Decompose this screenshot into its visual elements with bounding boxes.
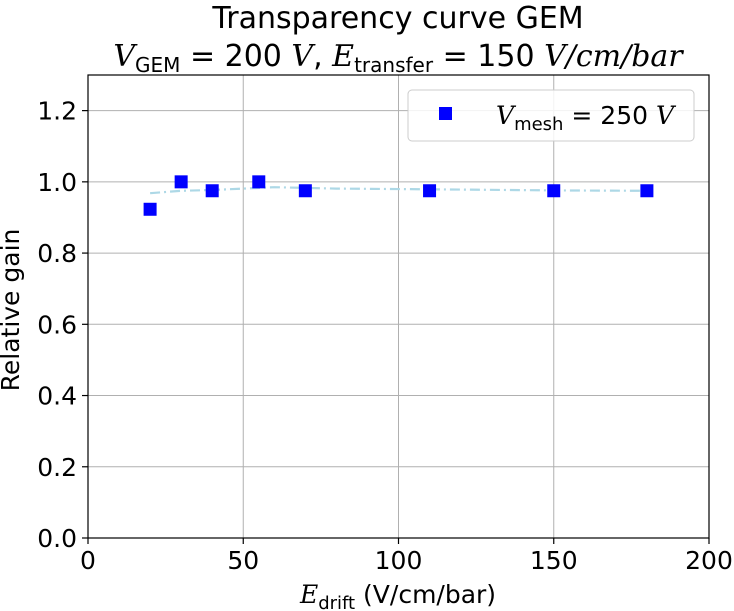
data-point-square	[252, 175, 266, 189]
title-v-unit: V	[291, 39, 316, 74]
title-e-symbol: E	[331, 39, 354, 74]
title-sep: ,	[313, 39, 332, 74]
data-point-square	[174, 175, 188, 189]
legend-unit: V	[656, 101, 677, 130]
title-v-symbol: V	[113, 39, 138, 74]
xlabel-symbol: E	[299, 580, 318, 609]
x-tick-label: 0	[80, 546, 96, 575]
data-point-square	[143, 202, 157, 216]
y-tick-label: 0.4	[37, 382, 77, 411]
legend-sub: mesh	[514, 114, 563, 135]
y-tick-label: 0.8	[37, 239, 77, 268]
y-axis-ticks: 0.0 0.2 0.4 0.6 0.8 1.0 1.2	[37, 97, 88, 553]
fit-curve-line	[150, 186, 647, 195]
x-tick-label: 150	[530, 546, 578, 575]
x-tick-label: 100	[375, 546, 423, 575]
grid-layer	[87, 75, 710, 539]
legend-box	[407, 89, 695, 142]
data-point-square	[205, 184, 219, 198]
legend-label: Vmesh = 250 V	[496, 101, 677, 135]
title-e-sub: transfer	[354, 53, 434, 77]
fit-layer	[150, 186, 647, 195]
y-tick-label: 0.6	[37, 310, 77, 339]
title-v-value: = 200	[180, 39, 291, 74]
x-tick-label: 200	[685, 546, 733, 575]
legend-marker-square	[439, 107, 452, 120]
title-v-sub: GEM	[135, 53, 180, 77]
legend: Vmesh = 250 V	[407, 89, 695, 142]
y-tick-label: 0.0	[37, 524, 77, 553]
x-axis-ticks: 0 50 100 150 200	[80, 538, 733, 575]
y-tick-label: 1.2	[37, 97, 77, 126]
data-point-square	[423, 184, 437, 198]
data-point-square	[640, 184, 654, 198]
title-e-value: = 150	[433, 39, 544, 74]
y-axis-label: Relative gain	[0, 229, 25, 392]
data-point-square	[547, 184, 561, 198]
xlabel-rest: (V/cm/bar)	[355, 580, 496, 609]
legend-value: = 250	[563, 101, 656, 130]
y-tick-label: 0.2	[37, 453, 77, 482]
chart-title-line1: Transparency curve GEM	[211, 1, 583, 36]
x-axis-label: Edrift (V/cm/bar)	[299, 580, 496, 611]
xlabel-sub: drift	[318, 593, 355, 611]
y-tick-label: 1.0	[37, 168, 77, 197]
points-layer	[143, 175, 654, 216]
data-point-square	[298, 184, 312, 198]
chart-title-line2: VGEM = 200 V, Etransfer = 150 V/cm/bar	[113, 39, 684, 77]
legend-symbol: V	[496, 101, 517, 130]
title-e-unit: V/cm/bar	[544, 39, 684, 74]
x-tick-label: 50	[227, 546, 259, 575]
